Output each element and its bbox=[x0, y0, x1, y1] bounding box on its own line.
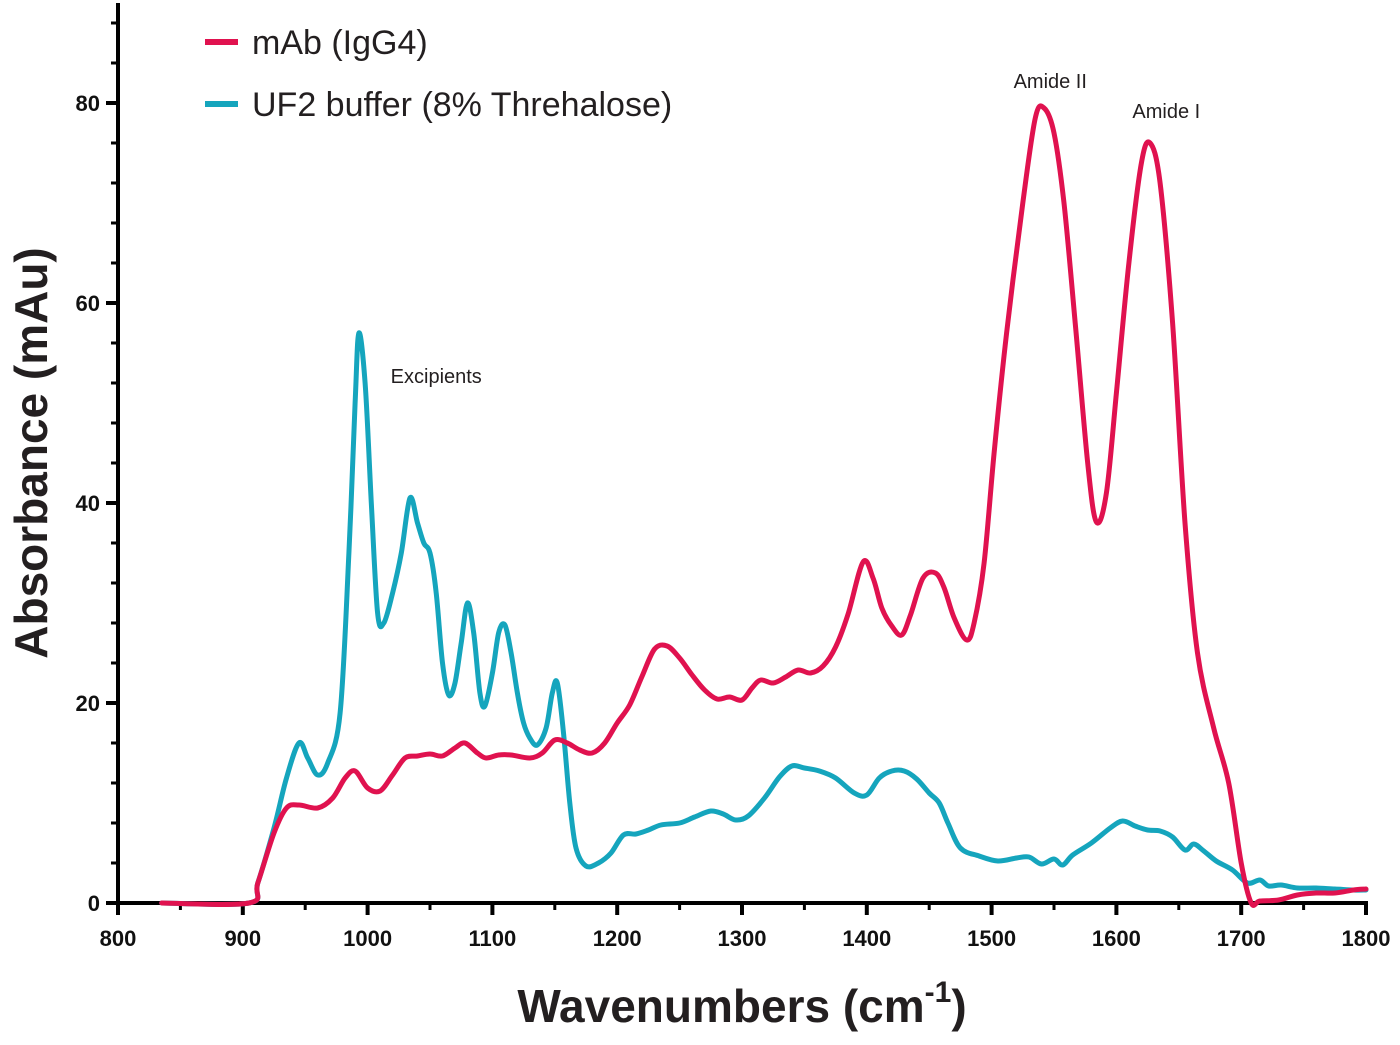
x-tick-label: 1700 bbox=[1217, 926, 1266, 951]
x-tick-label: 1400 bbox=[842, 926, 891, 951]
x-tick-label: 1200 bbox=[593, 926, 642, 951]
y-axis-title: Absorbance (mAu) bbox=[5, 247, 57, 658]
legend-label-uf2-buffer: UF2 buffer (8% Threhalose) bbox=[252, 86, 672, 124]
axes: 0 20 40 60 80 800 900 1000 1100 1200 1300 1400 1500 1… bbox=[76, 3, 1391, 951]
x-tick-label: 1300 bbox=[718, 926, 767, 951]
annotation-label: Amide I bbox=[1132, 101, 1200, 123]
x-tick-label: 900 bbox=[224, 926, 261, 951]
y-tick-label: 20 bbox=[76, 691, 100, 716]
x-axis-title-superscript: -1 bbox=[925, 976, 952, 1009]
x-tick-label: 800 bbox=[100, 926, 137, 951]
y-tick-label: 40 bbox=[76, 491, 100, 516]
y-tick-label: 80 bbox=[76, 91, 100, 116]
annotation-label: Excipients bbox=[391, 366, 482, 388]
annotation-layer: Excipients Amide II Amide I bbox=[391, 71, 1201, 388]
y-tick-label: 60 bbox=[76, 291, 100, 316]
x-tick-label: 1100 bbox=[469, 926, 517, 951]
x-axis-title-suffix: ) bbox=[951, 980, 966, 1032]
series-line-mab bbox=[159, 103, 1369, 908]
legend: mAb (IgG4) UF2 buffer (8% Threhalose) bbox=[205, 24, 672, 124]
x-axis-title: Wavenumbers (cm-1) bbox=[517, 976, 966, 1032]
y-tick-label: 0 bbox=[88, 891, 100, 916]
x-axis-title-main: Wavenumbers (cm bbox=[517, 980, 924, 1032]
x-tick-label: 1500 bbox=[967, 926, 1016, 951]
x-tick-label: 1800 bbox=[1342, 926, 1391, 951]
series-layer bbox=[159, 103, 1369, 908]
annotation-label: Amide II bbox=[1014, 71, 1087, 93]
legend-label-mab: mAb (IgG4) bbox=[252, 24, 428, 62]
x-tick-label: 1600 bbox=[1092, 926, 1141, 951]
series-line-uf2-buffer bbox=[159, 330, 1369, 907]
x-tick-label: 1000 bbox=[343, 926, 392, 951]
